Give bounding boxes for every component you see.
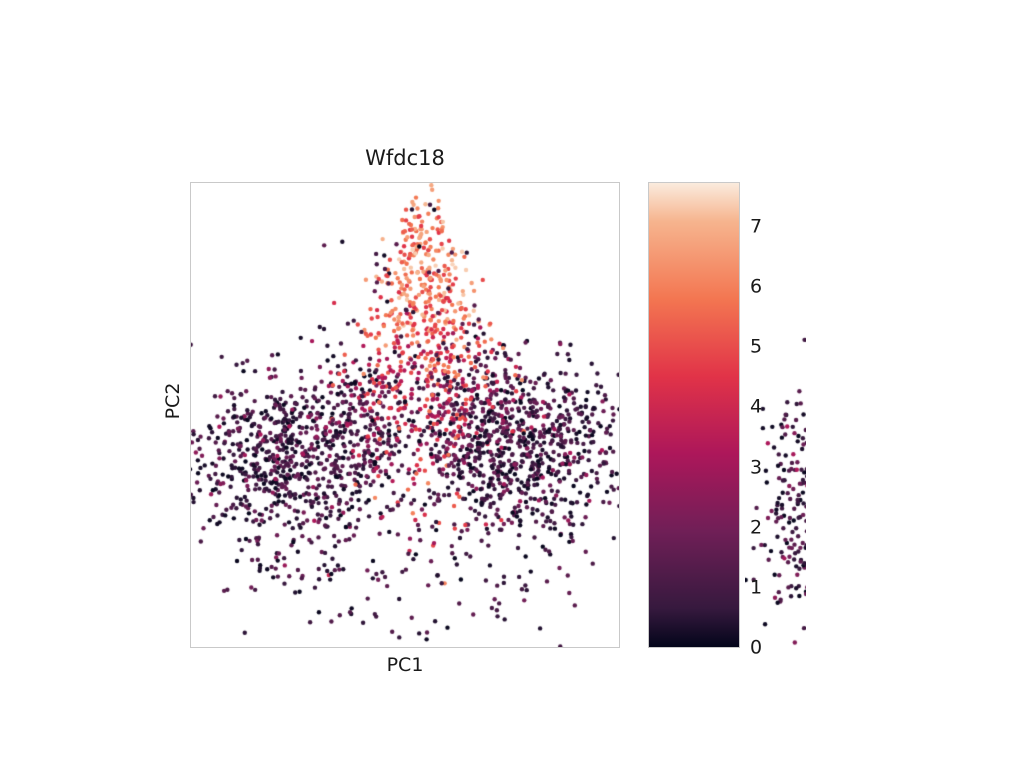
partial-scatter-canvas (745, 182, 806, 648)
colorbar-gradient (648, 182, 740, 648)
scatter-plot-panel (190, 182, 620, 648)
x-axis-label: PC1 (386, 654, 424, 676)
colorbar-tick-label: 5 (750, 335, 763, 358)
colorbar-tick-labels: 0 1 2 3 4 5 6 7 (748, 182, 788, 657)
colorbar-tick-label: 3 (750, 456, 763, 479)
partial-second-panel (745, 182, 806, 648)
colorbar-tick-label: 7 (750, 215, 763, 238)
colorbar-tick-label: 0 (750, 636, 763, 659)
plot-title: Wfdc18 (365, 146, 445, 170)
colorbar-tick-label: 4 (750, 395, 763, 418)
colorbar-tick-label: 1 (750, 576, 763, 599)
colorbar-tick-label: 6 (750, 275, 763, 298)
y-axis-label: PC2 (162, 382, 184, 420)
colorbar-tick-label: 2 (750, 516, 763, 539)
scatter-canvas (191, 183, 619, 647)
